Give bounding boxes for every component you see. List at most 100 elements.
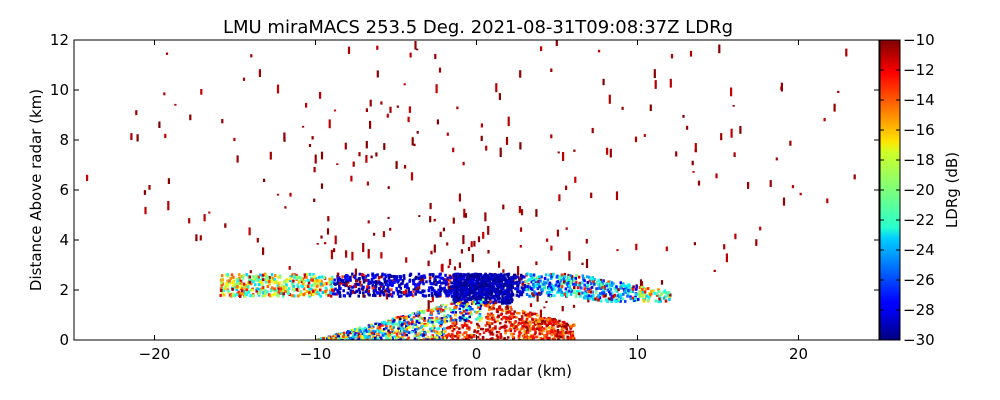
ldr-cell <box>412 290 415 294</box>
ldr-cell <box>387 322 390 326</box>
ldr-cell <box>463 335 466 339</box>
ldr-cell <box>334 334 337 338</box>
ldr-cell <box>508 315 512 318</box>
ldr-cell <box>713 269 716 272</box>
ldr-cell <box>480 282 484 286</box>
ldr-cell <box>464 292 467 295</box>
ldr-cell <box>349 291 353 295</box>
colorbar-ticks: −10−12−14−16−18−20−22−24−26−28−30 <box>880 31 935 349</box>
ldr-cell <box>352 161 355 167</box>
ldr-cell <box>566 335 569 339</box>
ldr-cell <box>333 109 337 112</box>
ldr-cell <box>413 334 416 338</box>
ldr-cell <box>542 284 546 288</box>
ldr-cell <box>466 327 469 330</box>
ldr-cell <box>515 316 518 319</box>
ldr-cell <box>540 275 543 279</box>
ldr-cell <box>446 132 449 136</box>
ldr-cell <box>274 274 277 277</box>
ldr-cell <box>607 280 610 284</box>
ldr-cell <box>428 273 432 277</box>
ldr-cell <box>574 283 577 287</box>
ldr-cell <box>318 275 321 279</box>
ldr-cell <box>598 280 602 284</box>
ldr-cell <box>546 319 550 322</box>
ldr-cell <box>373 289 376 293</box>
ldr-cell <box>270 289 273 293</box>
ldr-cell <box>235 288 238 291</box>
ldr-cell <box>407 336 410 340</box>
ldr-cell <box>367 324 371 327</box>
ldr-cell <box>441 281 445 285</box>
ldr-cell <box>747 182 750 189</box>
ldr-cell <box>664 299 668 303</box>
ldr-cell <box>454 286 457 289</box>
ldr-cell <box>362 294 365 298</box>
ldr-cell <box>379 290 382 294</box>
ldr-cell <box>586 275 589 279</box>
ldr-cell <box>448 279 452 283</box>
y-tick-label: 10 <box>50 81 69 99</box>
ldr-cell <box>434 53 437 60</box>
ldr-cell <box>305 275 308 279</box>
ldr-cell <box>634 136 638 143</box>
ldr-cell <box>321 291 325 294</box>
ldr-cell <box>458 193 461 202</box>
ldr-cell <box>473 290 476 293</box>
ldr-cell <box>364 326 367 330</box>
ldr-cell <box>461 277 464 280</box>
ldr-cell <box>597 298 600 302</box>
ldr-cell <box>650 290 653 293</box>
ldr-cell <box>262 278 265 282</box>
ldr-cell <box>266 290 269 294</box>
ldr-cell <box>572 336 575 340</box>
ldr-cell <box>476 316 480 319</box>
ldr-cell <box>510 279 513 283</box>
ldr-cell <box>341 275 344 279</box>
ldr-cell <box>391 332 394 336</box>
ldr-cell <box>601 281 604 285</box>
ldr-cell <box>521 310 525 313</box>
ldr-cell <box>395 286 398 290</box>
ldr-cell <box>387 329 390 332</box>
ldr-cell <box>644 287 647 291</box>
ldr-cell <box>245 288 248 292</box>
ldr-cell <box>411 326 415 329</box>
ldr-cell <box>144 206 147 215</box>
ldr-cell <box>441 303 444 307</box>
ldr-cell <box>418 337 421 340</box>
ldr-cell <box>388 331 391 334</box>
ldr-cell <box>622 292 625 296</box>
ldr-cell <box>336 281 340 285</box>
ldr-cell <box>550 333 554 337</box>
ldr-cell <box>259 278 262 282</box>
ldr-cell <box>670 53 674 59</box>
ldr-cell <box>348 278 351 282</box>
ldr-cell <box>496 288 499 291</box>
ldr-cell <box>238 278 241 282</box>
ldr-cell <box>535 276 539 280</box>
ldr-cell <box>268 279 271 283</box>
ldr-cell <box>520 315 524 318</box>
ldr-cell <box>295 276 298 279</box>
ldr-cell <box>495 330 499 334</box>
ldr-cell <box>440 317 444 320</box>
ldr-cell <box>478 278 481 281</box>
ldr-cell <box>472 297 476 300</box>
ldr-cell <box>330 337 333 340</box>
ldr-cell <box>470 289 473 293</box>
ldr-cell <box>538 275 541 279</box>
ldr-cell <box>244 284 247 288</box>
ldr-cell <box>444 307 448 310</box>
colorbar-tick-label: −18 <box>903 151 935 169</box>
ldr-cell <box>566 283 569 287</box>
ldr-cell <box>453 302 456 305</box>
ldr-cell <box>532 334 535 337</box>
ldr-cell <box>409 52 412 58</box>
y-tick-label: 2 <box>59 281 69 299</box>
ldr-cell <box>473 330 476 333</box>
ldr-cell <box>512 323 515 326</box>
ldr-cell <box>424 333 427 336</box>
ldr-cell <box>413 143 416 147</box>
ldr-cell <box>833 103 836 112</box>
